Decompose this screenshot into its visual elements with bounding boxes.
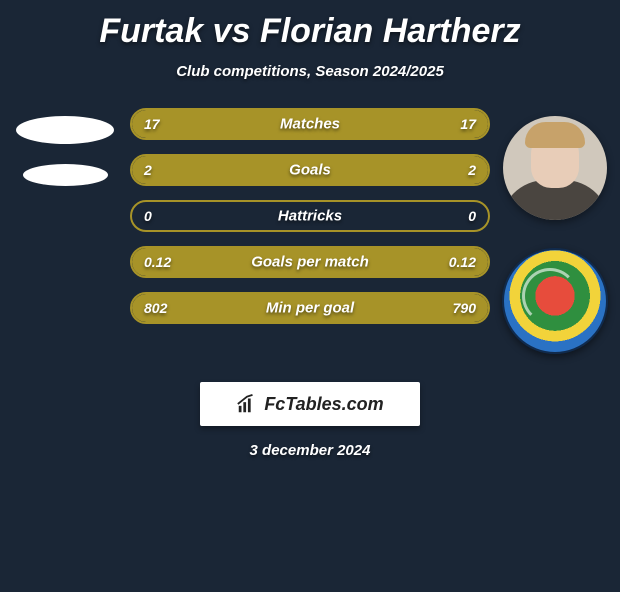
player-right-column	[490, 108, 620, 354]
player-right-avatar	[503, 116, 607, 220]
date-label: 3 december 2024	[0, 442, 620, 459]
stat-value-right: 2	[468, 162, 476, 178]
stat-label: Goals per match	[251, 254, 369, 271]
stat-value-left: 17	[144, 116, 160, 132]
stat-bar: 802 Min per goal 790	[130, 292, 490, 324]
stat-value-right: 0	[468, 208, 476, 224]
stat-value-right: 0.12	[449, 254, 476, 270]
stat-label: Goals	[289, 162, 331, 179]
stat-label: Hattricks	[278, 208, 342, 225]
compare-panel: 17 Matches 17 2 Goals 2 0 Hattricks 0 0.12 Goals p…	[0, 108, 620, 354]
club-badge-icon	[502, 248, 608, 354]
stat-label: Matches	[280, 116, 340, 133]
subtitle: Club competitions, Season 2024/2025	[0, 63, 620, 80]
player-left-placeholder-1	[16, 116, 114, 144]
stat-value-right: 17	[460, 116, 476, 132]
stat-value-right: 790	[453, 300, 476, 316]
stat-bar: 0 Hattricks 0	[130, 200, 490, 232]
stat-value-left: 0.12	[144, 254, 171, 270]
player-left-placeholder-2	[23, 164, 108, 186]
stat-bar: 0.12 Goals per match 0.12	[130, 246, 490, 278]
stat-bar: 2 Goals 2	[130, 154, 490, 186]
stat-label: Min per goal	[266, 300, 354, 317]
stat-value-left: 0	[144, 208, 152, 224]
brand-text: FcTables.com	[264, 394, 383, 415]
page-title: Furtak vs Florian Hartherz	[0, 12, 620, 51]
brand-chart-icon	[236, 393, 258, 415]
stat-bar: 17 Matches 17	[130, 108, 490, 140]
stat-value-left: 2	[144, 162, 152, 178]
stat-bars: 17 Matches 17 2 Goals 2 0 Hattricks 0 0.12 Goals p…	[130, 108, 490, 324]
player-left-column	[0, 108, 130, 206]
stat-value-left: 802	[144, 300, 167, 316]
brand-badge: FcTables.com	[200, 382, 420, 426]
